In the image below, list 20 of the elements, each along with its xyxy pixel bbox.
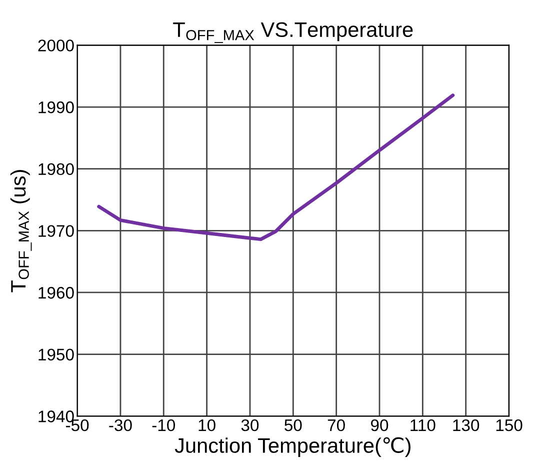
x-tick-label: 30 [241, 419, 259, 432]
x-tick-label: 130 [453, 419, 480, 432]
x-tick-label: 90 [371, 419, 388, 432]
line-series [97, 94, 455, 242]
y-tick-label: 1980 [38, 163, 74, 176]
y-tick-label: 1990 [38, 101, 74, 114]
x-tick-label: 110 [410, 419, 436, 432]
y-tick-label: 1970 [38, 225, 74, 237]
y-tick-label: 1950 [38, 348, 74, 361]
y-axis-title: T$_{OFF_MAX}$ (us) [10, 170, 32, 292]
x-axis-title: Junction Temperature(℃) [174, 437, 410, 458]
y-tick-label: 1960 [38, 286, 74, 299]
x-tick-label: 150 [496, 419, 522, 432]
x-tick-label: -10 [152, 419, 176, 432]
chart-title: T$_{OFF_MAX}$ VS.Temperature [173, 22, 413, 44]
x-tick-label: 10 [198, 419, 216, 432]
x-tick-label: -30 [109, 419, 132, 432]
x-tick-label: 50 [284, 419, 302, 432]
x-tick-label: 70 [328, 419, 345, 432]
y-tick-label: 2000 [38, 40, 74, 52]
